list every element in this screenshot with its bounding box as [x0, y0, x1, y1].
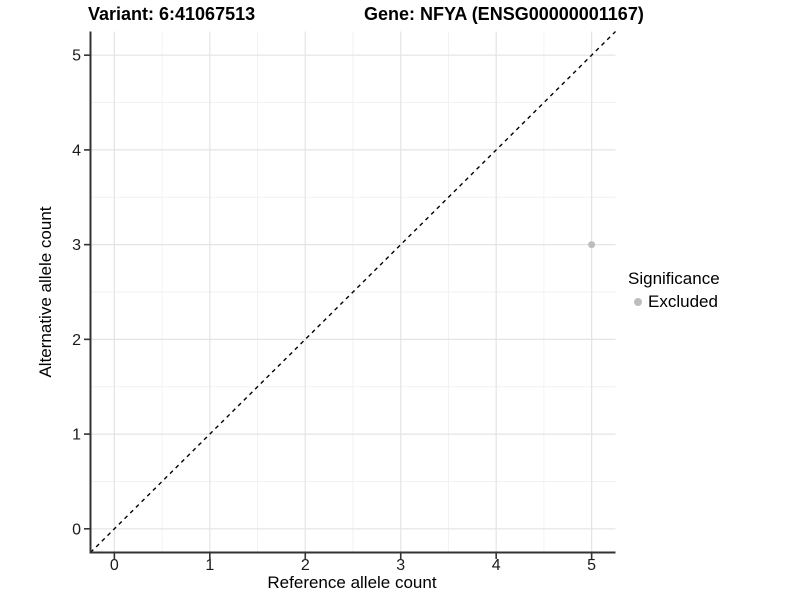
y-tick-label: 2 [72, 332, 81, 349]
plot-title-gene: Gene: NFYA (ENSG00000001167) [364, 4, 644, 24]
y-tick-label: 3 [72, 237, 81, 254]
y-tick-label: 4 [72, 142, 81, 159]
legend-item: Excluded [628, 292, 720, 312]
data-point [588, 241, 596, 249]
identity-line [90, 31, 616, 553]
y-axis-title: Alternative allele count [36, 206, 55, 378]
legend: Significance Excluded [628, 269, 720, 312]
y-tick-label: 5 [72, 48, 81, 65]
legend-title: Significance [628, 269, 720, 288]
plot-title-variant: Variant: 6:41067513 [88, 4, 256, 24]
y-tick-label: 1 [72, 427, 81, 444]
legend-item-label: Excluded [648, 292, 718, 311]
x-tick-label: 4 [492, 557, 501, 574]
x-axis-title: Reference allele count [267, 573, 437, 592]
x-tick-label: 2 [301, 557, 310, 574]
legend-point-swatch [634, 298, 642, 306]
x-tick-label: 0 [110, 557, 119, 574]
x-tick-label: 1 [205, 557, 214, 574]
x-tick-label: 5 [587, 557, 596, 574]
x-tick-label: 3 [396, 557, 405, 574]
y-tick-label: 0 [72, 521, 81, 538]
